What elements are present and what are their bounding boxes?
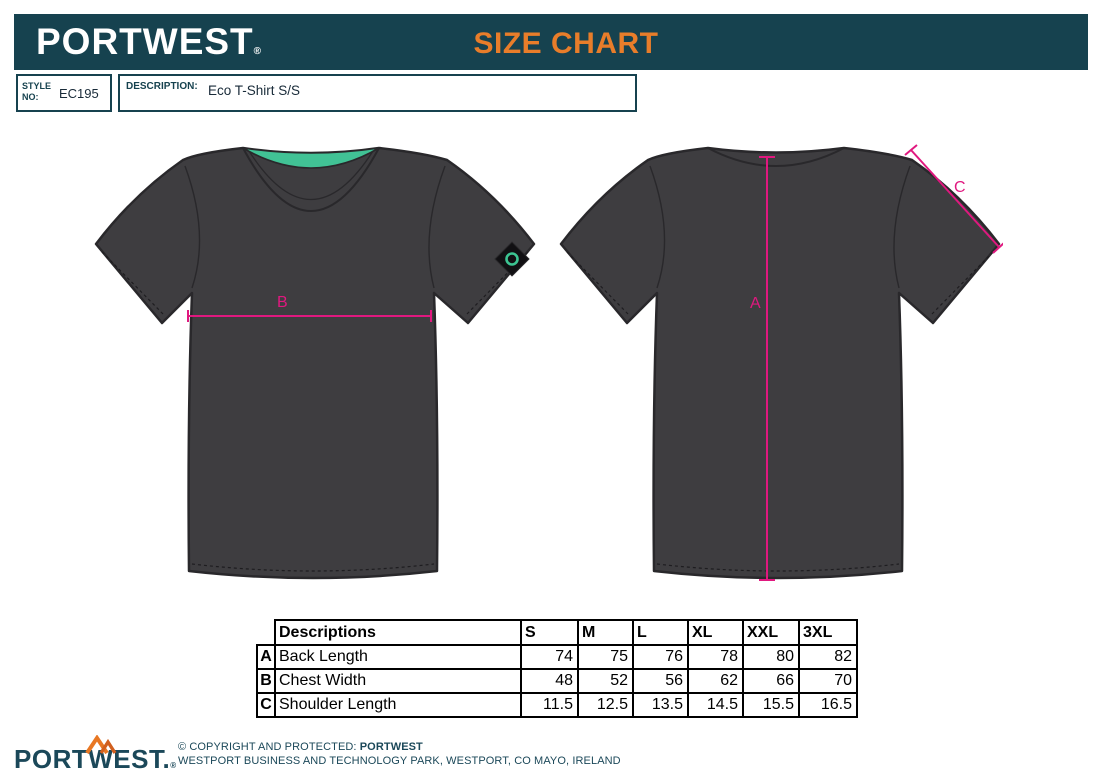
- back-left-armhole-seam: [649, 165, 666, 289]
- back-right-armhole-seam: [893, 165, 911, 289]
- size-cell: 13.5: [632, 692, 689, 718]
- size-cell: 75: [577, 644, 634, 670]
- back-shirt-body: [559, 146, 1001, 580]
- address-line: WESTPORT BUSINESS AND TECHNOLOGY PARK, W…: [178, 755, 621, 767]
- size-cell: 12.5: [577, 692, 634, 718]
- shoulder-length-label: C: [954, 179, 966, 196]
- table-row-back-length: A Back Length 74 75 76 78 80 82: [256, 644, 858, 670]
- footer-registered-mark-icon: ®: [170, 761, 177, 770]
- size-cell: 52: [577, 668, 634, 694]
- back-right-cuff-stitch: [930, 251, 994, 316]
- portwest-chevron-icon: [85, 735, 117, 754]
- size-cell: 66: [742, 668, 800, 694]
- back-left-cuff-stitch: [566, 251, 630, 316]
- size-cell: 14.5: [687, 692, 744, 718]
- header-bar: PORTWEST® SIZE CHART: [14, 14, 1088, 70]
- description-value: Eco T-Shirt S/S: [208, 83, 301, 98]
- front-collar-rib-seam: [248, 150, 374, 201]
- registered-mark-icon: ®: [253, 46, 263, 57]
- row-description: Chest Width: [274, 668, 522, 694]
- front-shirt-body: [94, 146, 536, 580]
- size-cell: 78: [687, 644, 744, 670]
- tshirt-back-diagram: A C: [559, 144, 1003, 581]
- size-header-s: S: [520, 619, 579, 646]
- eco-logo-patch-icon: [494, 241, 530, 277]
- row-description: Back Length: [274, 644, 522, 670]
- row-description: Shoulder Length: [274, 692, 522, 718]
- table-row-shoulder-length: C Shoulder Length 11.5 12.5 13.5 14.5 15…: [256, 692, 858, 718]
- size-header-xxl: XXL: [742, 619, 800, 646]
- description-box: DESCRIPTION: Eco T-Shirt S/S: [118, 74, 637, 112]
- size-cell: 62: [687, 668, 744, 694]
- back-length-label: A: [750, 295, 761, 312]
- style-number-value: EC195: [59, 86, 99, 101]
- style-number-box: STYLE NO: EC195: [16, 74, 112, 112]
- size-header-l: L: [632, 619, 689, 646]
- size-cell: 70: [798, 668, 858, 694]
- portwest-logo: PORTWEST®: [36, 21, 262, 63]
- back-length-measurement: [759, 156, 775, 581]
- size-table: Descriptions S M L XL XXL 3XL A Back Len…: [256, 619, 858, 718]
- size-header-xl: XL: [687, 619, 744, 646]
- front-left-cuff-stitch: [101, 251, 165, 316]
- page-title: SIZE CHART: [473, 27, 659, 60]
- front-hem-stitch: [191, 563, 435, 572]
- back-neck-seam: [707, 147, 845, 167]
- size-cell: 82: [798, 644, 858, 670]
- size-cell: 16.5: [798, 692, 858, 718]
- size-cell: 76: [632, 644, 689, 670]
- row-key: C: [256, 692, 276, 718]
- front-collar-green-band: [242, 147, 380, 169]
- style-number-label: STYLE NO:: [22, 81, 52, 102]
- footer-copyright: © COPYRIGHT AND PROTECTED: PORTWEST WEST…: [178, 740, 621, 768]
- size-header-m: M: [577, 619, 634, 646]
- copyright-brand: PORTWEST: [359, 741, 423, 753]
- size-cell: 11.5: [520, 692, 579, 718]
- back-hem-stitch: [656, 563, 900, 572]
- description-label: DESCRIPTION:: [126, 81, 198, 92]
- tshirt-front-diagram: B: [94, 146, 536, 580]
- size-header-3xl: 3XL: [798, 619, 858, 646]
- table-row-chest-width: B Chest Width 48 52 56 62 66 70: [256, 668, 858, 694]
- size-cell: 48: [520, 668, 579, 694]
- row-key: B: [256, 668, 276, 694]
- front-neck-opening-outline: [242, 147, 380, 212]
- descriptions-header: Descriptions: [274, 619, 522, 646]
- chest-width-measurement: [187, 310, 432, 322]
- shoulder-length-measurement: [904, 144, 1003, 254]
- row-key: A: [256, 644, 276, 670]
- front-left-armhole-seam: [184, 165, 201, 289]
- size-cell: 15.5: [742, 692, 800, 718]
- size-cell: 56: [632, 668, 689, 694]
- front-right-armhole-seam: [428, 165, 446, 289]
- size-cell: 80: [742, 644, 800, 670]
- size-table-header-row: Descriptions S M L XL XXL 3XL: [257, 619, 858, 646]
- chest-width-label: B: [277, 294, 288, 311]
- copyright-line: © COPYRIGHT AND PROTECTED: PORTWEST: [178, 741, 423, 753]
- brand-text: PORTWEST: [36, 21, 254, 62]
- size-cell: 74: [520, 644, 579, 670]
- corner-cell: [257, 620, 276, 646]
